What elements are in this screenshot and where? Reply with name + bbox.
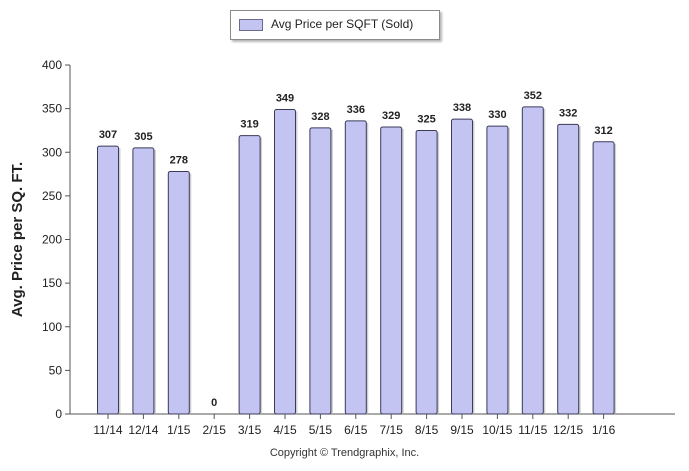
data-label: 338 [453,102,471,114]
copyright-text: Copyright © Trendgraphix, Inc. [269,447,420,459]
data-label: 336 [347,104,365,116]
x-tick-label: 9/15 [450,423,474,437]
bar [97,145,119,415]
y-tick-label: 50 [49,363,63,377]
y-axis-title: Avg. Price per SQ. FT. [9,162,26,317]
y-tick-label: 200 [42,233,62,247]
data-label: 352 [524,90,542,102]
bar [274,108,296,415]
y-tick-label: 0 [55,407,62,421]
data-label: 330 [488,109,506,121]
bar [132,147,155,415]
x-tick-label: 6/15 [344,423,368,437]
x-tick-label: 8/15 [415,423,439,437]
y-tick-label: 100 [42,320,62,334]
bar [451,118,473,415]
x-tick-label: 2/15 [203,423,227,437]
data-label: 325 [417,113,435,125]
x-tick-label: 1/16 [592,423,616,437]
data-label: 349 [276,92,294,104]
bar [486,125,509,415]
x-tick-label: 11/15 [518,423,547,437]
data-label: 305 [134,131,152,143]
x-tick-label: 12/15 [553,423,583,437]
bar [415,129,438,415]
bar [521,106,544,415]
x-tick-label: 5/15 [309,423,333,437]
bar [592,141,615,415]
x-tick-label: 7/15 [380,423,404,437]
x-tick-label: 11/14 [93,423,122,437]
y-tick-label: 250 [42,189,62,203]
y-tick-label: 400 [42,58,62,72]
y-tick-label: 350 [42,102,62,116]
data-label: 319 [240,119,258,131]
data-label: 329 [382,110,400,122]
legend-label: Avg Price per SQFT (Sold) [271,17,414,31]
chart-legend: Avg Price per SQFT (Sold) [230,10,440,40]
bar [309,127,332,415]
bar [167,170,190,415]
data-label: 278 [170,154,188,166]
y-tick-label: 300 [42,145,62,159]
legend-swatch [239,19,263,31]
data-label: 312 [594,125,612,137]
data-label: 307 [99,129,117,141]
x-tick-label: 12/14 [128,423,158,437]
data-label: 328 [311,111,329,123]
x-tick-label: 10/15 [482,423,512,437]
bar [557,123,580,415]
data-label: 332 [559,107,577,119]
data-label: 0 [211,397,217,409]
x-tick-label: 4/15 [273,423,297,437]
bar [344,120,367,415]
x-tick-label: 3/15 [238,423,262,437]
bar [380,126,403,415]
y-tick-label: 150 [42,276,62,290]
bar [238,135,261,415]
x-tick-label: 1/15 [167,423,191,437]
